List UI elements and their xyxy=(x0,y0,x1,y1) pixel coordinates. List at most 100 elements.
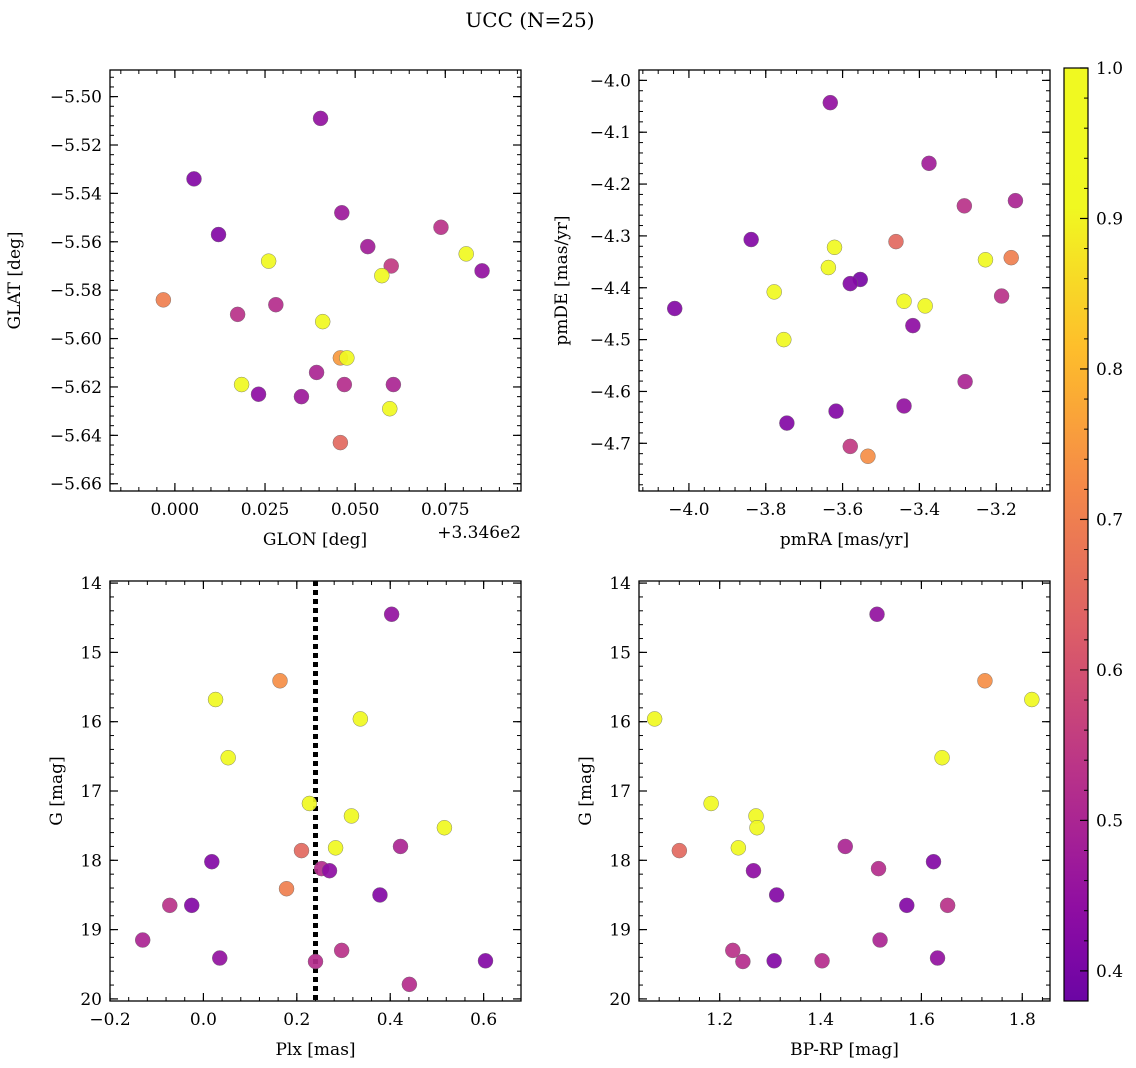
scatter-point xyxy=(917,298,933,314)
scatter-point xyxy=(293,388,310,405)
scatter-point xyxy=(766,284,782,300)
plot-frame xyxy=(638,580,1051,1002)
scatter-point xyxy=(934,750,950,766)
scatter-point xyxy=(888,233,904,250)
y-tick-label: 20 xyxy=(609,990,631,1010)
x-tick-label: 0.2 xyxy=(283,1010,310,1030)
scatter-point xyxy=(134,932,151,948)
scatter-point xyxy=(343,808,360,824)
x-tick-label: 1.6 xyxy=(908,1010,935,1030)
y-tick-label: −5.60 xyxy=(50,330,102,350)
scatter-point xyxy=(210,226,227,243)
colorbar-tick-label: 0.6 xyxy=(1096,661,1123,681)
y-tick-label: −4.2 xyxy=(590,175,631,195)
x-tick-label: −3.8 xyxy=(745,500,786,520)
colorbar-tick-label: 0.7 xyxy=(1096,510,1123,530)
scatter-point xyxy=(315,313,331,330)
scatter-point xyxy=(828,403,844,419)
scatter-point xyxy=(155,292,172,308)
y-axis-label: G [mag] xyxy=(47,756,67,825)
scatter-point xyxy=(307,953,324,970)
scatter-point xyxy=(308,364,325,381)
x-tick-label: 1.8 xyxy=(1009,1010,1036,1030)
scatter-point xyxy=(957,373,973,390)
y-tick-label: −5.56 xyxy=(50,233,102,253)
scatter-point xyxy=(372,887,388,903)
scatter-point xyxy=(671,842,688,859)
scatter-point xyxy=(956,198,973,214)
scatter-point xyxy=(977,252,994,268)
scatter-point xyxy=(336,376,353,393)
scatter-point xyxy=(293,842,310,859)
scatter-point xyxy=(842,438,858,455)
scatter-point xyxy=(869,606,885,622)
scatter-point xyxy=(837,838,853,855)
scatter-point xyxy=(820,259,837,276)
y-axis-label: GLAT [deg] xyxy=(5,231,25,329)
x-tick-label: −4.0 xyxy=(668,500,709,520)
scatter-point xyxy=(374,267,390,284)
x-tick-label: 0.6 xyxy=(470,1010,497,1030)
y-tick-label: −5.52 xyxy=(50,136,102,156)
y-tick-label: 16 xyxy=(609,713,631,733)
x-axis-label: GLON [deg] xyxy=(263,530,367,550)
scatter-point xyxy=(667,300,683,317)
scatter-point xyxy=(186,171,202,187)
y-axis-label: G [mag] xyxy=(576,756,596,825)
scatter-point xyxy=(822,94,838,111)
scatter-point xyxy=(268,296,284,313)
scatter-point xyxy=(312,110,329,127)
y-tick-label: 17 xyxy=(609,782,631,802)
scatter-point xyxy=(779,415,795,431)
y-tick-label: 16 xyxy=(80,713,102,733)
x-axis-label: BP-RP [mag] xyxy=(790,1040,899,1060)
scatter-point xyxy=(814,953,830,969)
y-tick-label: 19 xyxy=(80,921,102,941)
figure-title: UCC (N=25) xyxy=(465,8,594,32)
scatter-point xyxy=(301,795,318,812)
scatter-point xyxy=(272,673,288,689)
scatter-point xyxy=(401,976,418,993)
scatter-point xyxy=(929,950,946,966)
y-tick-label: 15 xyxy=(80,643,102,663)
x-tick-label: −3.4 xyxy=(899,500,940,520)
y-tick-label: −4.5 xyxy=(590,331,631,351)
x-tick-label: 1.2 xyxy=(706,1010,733,1030)
scatter-point xyxy=(899,897,915,914)
x-axis-label: pmRA [mas/yr] xyxy=(780,530,909,550)
x-tick-label: 0.0 xyxy=(190,1010,217,1030)
scatter-point xyxy=(383,606,400,622)
scatter-point xyxy=(735,953,751,970)
scatter-point xyxy=(776,331,792,348)
scatter-point xyxy=(352,711,369,727)
y-tick-label: −5.64 xyxy=(50,426,102,446)
y-tick-label: −5.66 xyxy=(50,475,102,495)
scatter-point xyxy=(842,275,858,292)
panel-bprp-g: 1.2 1.4 1.6 1.8 14 15 16 17 18 19 20 BP-RP [mag] G [… xyxy=(576,574,1051,1060)
y-tick-label: −5.58 xyxy=(50,281,102,301)
scatter-point xyxy=(220,750,236,766)
scatter-point xyxy=(333,942,350,959)
y-tick-label: −4.6 xyxy=(590,382,631,402)
y-tick-label: −5.50 xyxy=(50,88,102,108)
scatter-point xyxy=(212,950,228,966)
scatter-point xyxy=(260,253,277,269)
scatter-point xyxy=(1024,691,1040,708)
scatter-point xyxy=(872,932,888,948)
scatter-point xyxy=(730,840,747,856)
scatter-point xyxy=(925,853,942,870)
scatter-point xyxy=(382,401,398,417)
scatter-point xyxy=(766,953,782,969)
scatter-point xyxy=(870,860,887,877)
y-tick-label: 20 xyxy=(80,990,102,1010)
scatter-point xyxy=(334,205,350,221)
x-tick-label: 0.000 xyxy=(151,500,200,520)
scatter-point xyxy=(332,434,349,451)
panel-glon-glat: 0.000 0.025 0.050 0.075 −5.66 −5.64 −5.62 −5.60… xyxy=(5,69,522,550)
scatter-point xyxy=(433,219,449,235)
panel-pmra-pmde: −4.0 −3.8 −3.6 −3.4 −3.2 −4.7 −4.6 −4.5 −4.4 −4.3… xyxy=(552,69,1051,550)
scatter-point xyxy=(458,246,474,262)
y-tick-label: −4.0 xyxy=(590,71,631,91)
scatter-point xyxy=(745,863,762,879)
y-tick-label: −4.3 xyxy=(590,227,631,247)
